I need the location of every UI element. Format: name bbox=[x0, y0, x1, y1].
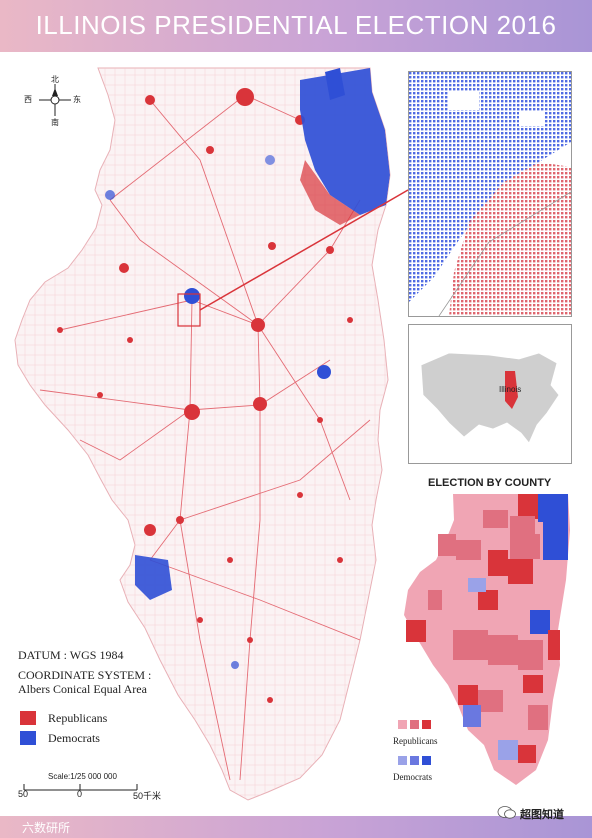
county-cells bbox=[406, 494, 568, 763]
scale-right: 50千米 bbox=[133, 791, 162, 801]
legend-democrat-swatch bbox=[20, 731, 36, 745]
compass-north: 北 bbox=[51, 75, 59, 84]
republican-settlements bbox=[57, 88, 353, 703]
zoom-inset-map bbox=[409, 72, 571, 316]
us-locator-map bbox=[420, 352, 560, 444]
scale-bar bbox=[23, 784, 138, 791]
compass-south: 南 bbox=[51, 118, 59, 127]
watermark-right: 超图知道 bbox=[520, 809, 564, 821]
datum-label: DATUM : WGS 1984 bbox=[18, 648, 124, 662]
legend-republican-label: Republicans bbox=[48, 711, 108, 725]
illinois-highlight bbox=[505, 371, 518, 409]
legend-democrat-label: Democrats bbox=[48, 731, 100, 745]
legend-republican-swatch bbox=[20, 711, 36, 725]
county-legend-dem: Democrats bbox=[393, 772, 432, 782]
coord-system-value: Albers Conical Equal Area bbox=[18, 682, 147, 696]
zoom-leader-line bbox=[199, 189, 409, 311]
compass-rose: 北 南 西 东 bbox=[24, 75, 81, 127]
watermark-left: 六数研所 bbox=[22, 821, 71, 835]
chicago-suburb-red bbox=[300, 160, 360, 225]
road-network bbox=[39, 94, 371, 781]
zoom-inset-panel bbox=[408, 71, 572, 317]
illinois-label: Illinois bbox=[499, 385, 522, 394]
compass-east: 东 bbox=[73, 95, 81, 104]
scale-left: 50 bbox=[18, 789, 29, 799]
compass-icon bbox=[39, 84, 71, 116]
county-choropleth bbox=[398, 494, 570, 785]
county-legend-rep: Republicans bbox=[393, 736, 438, 746]
county-legend-swatches bbox=[398, 720, 431, 765]
scale-label: Scale:1/25 000 000 bbox=[48, 772, 117, 781]
democrat-areas bbox=[105, 68, 390, 669]
us-locator-panel: Illinois bbox=[408, 324, 572, 464]
map-title: ILLINOIS PRESIDENTIAL ELECTION 2016 bbox=[35, 10, 557, 40]
illinois-main-map bbox=[14, 67, 409, 801]
wechat-icon bbox=[497, 805, 517, 819]
compass-west: 西 bbox=[24, 95, 32, 104]
scale-mid: 0 bbox=[77, 789, 83, 799]
title-banner: ILLINOIS PRESIDENTIAL ELECTION 2016 bbox=[0, 0, 592, 52]
footer-band: 六数研所 bbox=[0, 816, 592, 838]
county-map-title: ELECTION BY COUNTY bbox=[428, 477, 552, 489]
coord-system-label: COORDINATE SYSTEM : bbox=[18, 668, 152, 682]
